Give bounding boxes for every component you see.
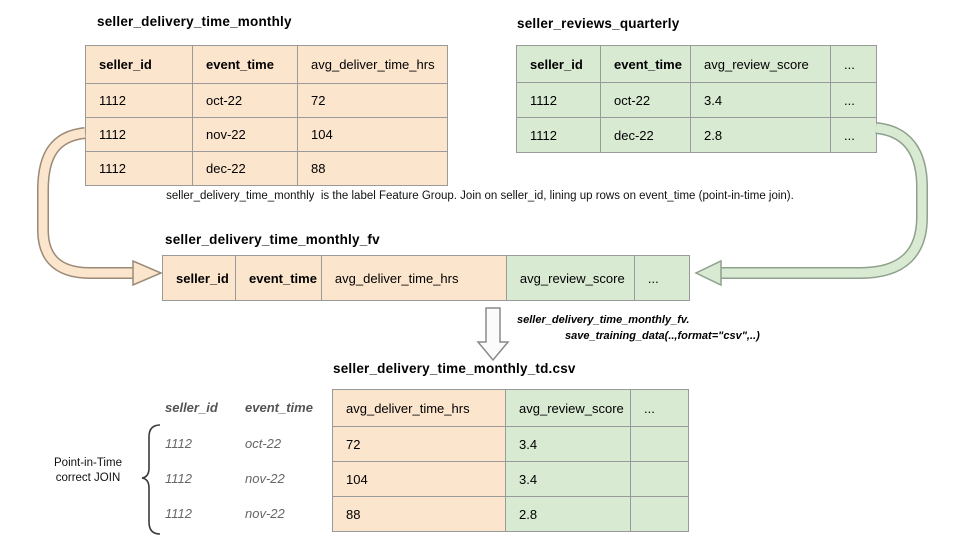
cell	[630, 461, 689, 497]
fv-table-title: seller_delivery_time_monthly_fv	[165, 232, 380, 247]
cell: 1112	[516, 117, 601, 153]
fv-header: avg_review_score	[505, 255, 635, 301]
ghost-cell: oct-22	[245, 436, 282, 451]
fv-header: avg_deliver_time_hrs	[320, 255, 507, 301]
cell: nov-22	[192, 117, 298, 152]
cell: dec-22	[600, 117, 691, 153]
left-table-header: event_time	[192, 45, 298, 84]
left-table-header: avg_deliver_time_hrs	[297, 45, 448, 84]
left-join-arrow-icon	[37, 127, 163, 287]
left-table-header: seller_id	[85, 45, 193, 84]
ghost-header: seller_id	[165, 400, 218, 415]
cell: ...	[830, 117, 877, 153]
save-annotation-line2: save_training_data(..,format="csv",..)	[565, 330, 760, 342]
td-table: avg_deliver_time_hrs avg_review_score ..…	[332, 389, 689, 532]
cell: 1112	[85, 151, 193, 186]
right-table: seller_id event_time avg_review_score ..…	[516, 45, 877, 153]
cell: 104	[297, 117, 448, 152]
table-row: 1112 dec-22 2.8 ...	[516, 117, 877, 153]
ghost-cell: nov-22	[245, 471, 285, 486]
right-table-header: avg_review_score	[690, 45, 831, 83]
right-table-title: seller_reviews_quarterly	[517, 16, 680, 31]
pit-join-label-line2: correct JOIN	[55, 472, 121, 484]
cell	[630, 426, 689, 462]
table-row: 88 2.8	[332, 496, 689, 532]
save-arrow-down-icon	[476, 307, 510, 362]
fv-header: event_time	[235, 255, 322, 301]
cell: ...	[830, 82, 877, 118]
cell: 2.8	[690, 117, 831, 153]
cell: 88	[332, 496, 506, 532]
table-row: 72 3.4	[332, 426, 689, 462]
ghost-cell: 1112	[165, 436, 192, 451]
brace-icon	[141, 424, 161, 535]
right-table-header: ...	[830, 45, 877, 83]
cell: 1112	[85, 117, 193, 152]
td-header: avg_review_score	[505, 389, 631, 427]
cell: dec-22	[192, 151, 298, 186]
left-table-title: seller_delivery_time_monthly	[97, 14, 292, 29]
table-row: 1112 dec-22 88	[85, 151, 448, 186]
fv-header: seller_id	[162, 255, 236, 301]
fv-table: seller_id event_time avg_deliver_time_hr…	[162, 255, 690, 301]
join-note: seller_delivery_time_monthly is the labe…	[166, 190, 794, 202]
right-table-header: event_time	[600, 45, 691, 83]
ghost-header: event_time	[245, 400, 313, 415]
cell: 104	[332, 461, 506, 497]
td-header: ...	[630, 389, 689, 427]
ghost-cell: 1112	[165, 506, 192, 521]
td-table-title: seller_delivery_time_monthly_td.csv	[333, 361, 576, 376]
td-header: avg_deliver_time_hrs	[332, 389, 506, 427]
table-row: 1112 oct-22 3.4 ...	[516, 82, 877, 118]
cell: 3.4	[505, 426, 631, 462]
right-join-arrow-icon	[694, 122, 928, 287]
cell: 72	[332, 426, 506, 462]
cell: 1112	[516, 82, 601, 118]
cell: 3.4	[505, 461, 631, 497]
cell: 3.4	[690, 82, 831, 118]
cell: 88	[297, 151, 448, 186]
cell: oct-22	[192, 83, 298, 118]
fv-header: ...	[633, 255, 690, 301]
cell	[630, 496, 689, 532]
table-row: 1112 oct-22 72	[85, 83, 448, 118]
left-table: seller_id event_time avg_deliver_time_hr…	[85, 45, 448, 186]
cell: oct-22	[600, 82, 691, 118]
cell: 2.8	[505, 496, 631, 532]
table-row: 1112 nov-22 104	[85, 117, 448, 152]
save-annotation: seller_delivery_time_monthly_fv. save_tr…	[517, 312, 760, 344]
table-row: 104 3.4	[332, 461, 689, 497]
cell: 1112	[85, 83, 193, 118]
ghost-cell: 1112	[165, 471, 192, 486]
right-table-header: seller_id	[516, 45, 601, 83]
ghost-key-columns: seller_id event_time 1112 oct-22 1112 no…	[165, 389, 335, 531]
pit-join-label: Point-in-Time correct JOIN	[38, 456, 138, 486]
ghost-cell: nov-22	[245, 506, 285, 521]
save-annotation-line1: seller_delivery_time_monthly_fv.	[517, 314, 690, 326]
pit-join-label-line1: Point-in-Time	[54, 457, 122, 469]
cell: 72	[297, 83, 448, 118]
